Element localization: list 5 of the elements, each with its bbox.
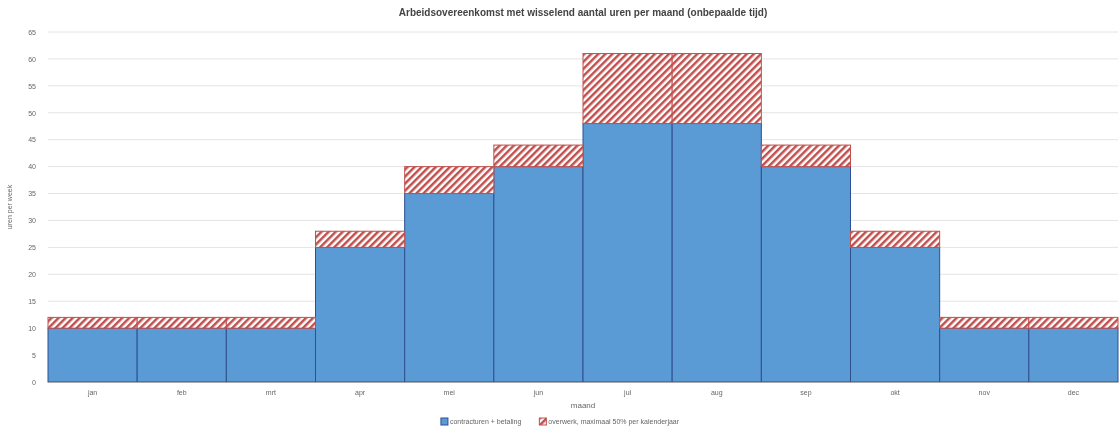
bar <box>315 230 406 248</box>
bar <box>850 230 941 248</box>
x-axis-title: maand <box>570 401 596 410</box>
chart-title: Arbeidsovereenkomst met wisselend aantal uren per maand (onbepaalde tijd) <box>398 7 768 18</box>
bar <box>760 144 851 168</box>
